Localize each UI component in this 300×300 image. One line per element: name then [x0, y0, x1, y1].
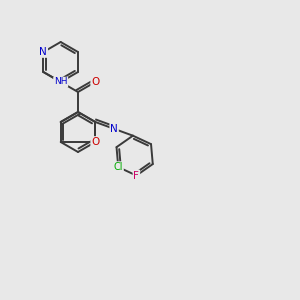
Text: Cl: Cl: [113, 162, 123, 172]
Text: N: N: [110, 124, 118, 134]
Text: NH: NH: [54, 77, 68, 86]
Text: F: F: [134, 170, 139, 181]
Text: O: O: [91, 137, 99, 147]
Text: O: O: [91, 77, 99, 87]
Text: N: N: [40, 47, 47, 57]
